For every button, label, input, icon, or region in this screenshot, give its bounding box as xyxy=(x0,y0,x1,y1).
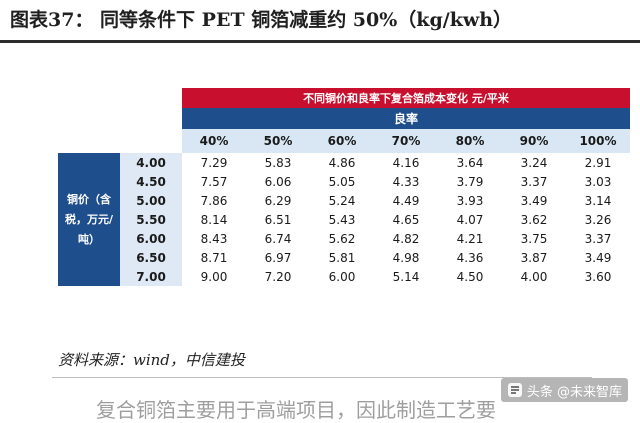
cost-cell: 4.50 xyxy=(438,267,502,286)
copper-price-group-label: 铜价（含税，万元/吨） xyxy=(58,153,120,286)
cost-cell: 4.82 xyxy=(374,229,438,248)
yield-header: 良率 xyxy=(182,108,630,129)
table-corner-blank xyxy=(58,88,182,153)
cost-cell: 5.81 xyxy=(310,248,374,267)
cost-cell: 7.86 xyxy=(182,191,246,210)
cost-cell: 5.24 xyxy=(310,191,374,210)
copper-price-label: 5.00 xyxy=(120,191,182,210)
yield-column-header: 70% xyxy=(374,129,438,153)
cost-cell: 4.33 xyxy=(374,172,438,191)
cost-cell: 3.49 xyxy=(566,248,630,267)
cost-cell: 3.26 xyxy=(566,210,630,229)
cost-cell: 3.93 xyxy=(438,191,502,210)
cost-cell: 4.98 xyxy=(374,248,438,267)
cost-cell: 3.37 xyxy=(566,229,630,248)
cost-cell: 4.36 xyxy=(438,248,502,267)
cost-cell: 5.83 xyxy=(246,153,310,172)
yield-columns-row: 40% 50% 60% 70% 80% 90% 100% xyxy=(58,129,630,153)
cost-cell: 4.07 xyxy=(438,210,502,229)
body-text-fragment: 复合铜箔主要用于高端项目，因此制造工艺要 xyxy=(96,398,496,422)
table-row: 6.50 8.71 6.97 5.81 4.98 4.36 3.87 3.49 xyxy=(58,248,630,267)
toutiao-logo-icon xyxy=(507,383,522,397)
table-row: 5.00 7.86 6.29 5.24 4.49 3.93 3.49 3.14 xyxy=(58,191,630,210)
table-row: 6.00 8.43 6.74 5.62 4.82 4.21 3.75 3.37 xyxy=(58,229,630,248)
table-top-header: 不同铜价和良率下复合箔成本变化 元/平米 xyxy=(182,88,630,108)
cost-cell: 3.87 xyxy=(502,248,566,267)
copper-price-label: 5.50 xyxy=(120,210,182,229)
source-note: 资料来源：wind，中信建投 xyxy=(58,351,245,369)
watermark: 头条 @未来智库 xyxy=(500,378,628,402)
cost-cell: 8.71 xyxy=(182,248,246,267)
cost-cell: 6.97 xyxy=(246,248,310,267)
yield-column-header: 100% xyxy=(566,129,630,153)
cost-cell: 3.75 xyxy=(502,229,566,248)
copper-price-label: 6.50 xyxy=(120,248,182,267)
cost-cell: 5.62 xyxy=(310,229,374,248)
yield-column-header: 60% xyxy=(310,129,374,153)
cost-cell: 6.00 xyxy=(310,267,374,286)
cost-cell: 5.14 xyxy=(374,267,438,286)
cost-cell: 6.74 xyxy=(246,229,310,248)
copper-price-label: 7.00 xyxy=(120,267,182,286)
cost-cell: 6.29 xyxy=(246,191,310,210)
yield-column-header: 50% xyxy=(246,129,310,153)
cost-table: 不同铜价和良率下复合箔成本变化 元/平米 良率 40% 50% 60% 70% … xyxy=(58,88,630,286)
cost-cell: 3.24 xyxy=(502,153,566,172)
cost-cell: 4.65 xyxy=(374,210,438,229)
cost-cell: 8.43 xyxy=(182,229,246,248)
cost-cell: 4.00 xyxy=(502,267,566,286)
bottom-divider xyxy=(52,377,592,378)
title-divider xyxy=(0,40,640,43)
cost-cell: 4.49 xyxy=(374,191,438,210)
cost-cell: 5.43 xyxy=(310,210,374,229)
cost-cell: 4.21 xyxy=(438,229,502,248)
cost-cell: 9.00 xyxy=(182,267,246,286)
cost-cell: 3.49 xyxy=(502,191,566,210)
table-row: 5.50 8.14 6.51 5.43 4.65 4.07 3.62 3.26 xyxy=(58,210,630,229)
copper-price-label: 4.50 xyxy=(120,172,182,191)
cost-cell: 5.05 xyxy=(310,172,374,191)
figure-title: 图表37： 同等条件下 PET 铜箔减重约 50%（kg/kwh） xyxy=(10,9,513,31)
cost-cell: 3.64 xyxy=(438,153,502,172)
yield-column-header: 90% xyxy=(502,129,566,153)
cost-cell: 7.57 xyxy=(182,172,246,191)
copper-price-label: 6.00 xyxy=(120,229,182,248)
copper-price-label: 4.00 xyxy=(120,153,182,172)
cost-cell: 3.79 xyxy=(438,172,502,191)
cost-cell: 8.14 xyxy=(182,210,246,229)
cost-cell: 6.51 xyxy=(246,210,310,229)
cost-cell: 7.20 xyxy=(246,267,310,286)
cost-cell: 4.16 xyxy=(374,153,438,172)
watermark-text: 头条 @未来智库 xyxy=(526,384,622,400)
table-row: 铜价（含税，万元/吨） 4.00 7.29 5.83 4.86 4.16 3.6… xyxy=(58,153,630,286)
cost-cell: 6.06 xyxy=(246,172,310,191)
cost-cell: 7.29 xyxy=(182,153,246,172)
yield-column-header: 40% xyxy=(182,129,246,153)
cost-cell: 2.91 xyxy=(566,153,630,172)
cost-cell: 3.37 xyxy=(502,172,566,191)
cost-cell: 4.86 xyxy=(310,153,374,172)
cost-cell: 3.14 xyxy=(566,191,630,210)
cost-cell: 3.62 xyxy=(502,210,566,229)
table-row: 7.00 9.00 7.20 6.00 5.14 4.50 4.00 3.60 xyxy=(58,267,630,286)
table-row: 4.50 7.57 6.06 5.05 4.33 3.79 3.37 3.03 xyxy=(58,172,630,191)
cost-cell: 3.03 xyxy=(566,172,630,191)
cost-cell: 3.60 xyxy=(566,267,630,286)
yield-column-header: 80% xyxy=(438,129,502,153)
